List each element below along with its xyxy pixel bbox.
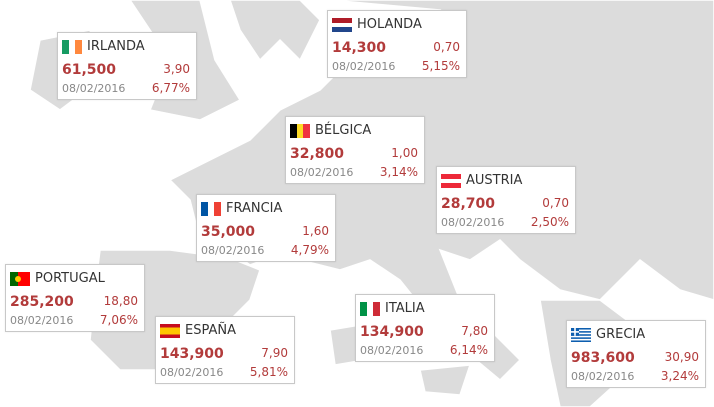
- change: 0,70: [542, 196, 569, 210]
- land: [229, 0, 321, 62]
- country-box: ESPAÑA 143,900 7,90 08/02/2016 5,81%: [155, 316, 295, 384]
- change: 7,80: [461, 324, 488, 338]
- value: 32,800: [290, 146, 345, 162]
- country-box: GRECIA 983,600 30,90 08/02/2016 3,24%: [566, 320, 706, 388]
- date: 08/02/2016: [201, 244, 265, 257]
- date: 08/02/2016: [160, 366, 224, 379]
- date: 08/02/2016: [332, 60, 396, 73]
- country-box: FRANCIA 35,000 1,60 08/02/2016 4,79%: [196, 194, 336, 262]
- percent: 2,50%: [530, 215, 569, 229]
- country-box: AUSTRIA 28,700 0,70 08/02/2016 2,50%: [436, 166, 576, 234]
- country-name: IRLANDA: [87, 39, 145, 54]
- change: 7,90: [261, 346, 288, 360]
- flag: [201, 202, 221, 216]
- country-box: ITALIA 134,900 7,80 08/02/2016 6,14%: [355, 294, 495, 362]
- percent: 4,79%: [290, 243, 329, 257]
- change: 3,90: [163, 62, 190, 76]
- percent: 3,14%: [379, 165, 418, 179]
- flag: [160, 324, 180, 338]
- date: 08/02/2016: [441, 216, 505, 229]
- change: 1,60: [302, 224, 329, 238]
- flag: [332, 18, 352, 32]
- country-box: IRLANDA 61,500 3,90 08/02/2016 6,77%: [57, 32, 197, 100]
- date: 08/02/2016: [360, 344, 424, 357]
- value: 143,900: [160, 346, 224, 362]
- country-name: PORTUGAL: [35, 271, 105, 286]
- value: 134,900: [360, 324, 424, 340]
- change: 30,90: [664, 350, 699, 364]
- value: 983,600: [571, 350, 635, 366]
- value: 285,200: [10, 294, 74, 310]
- flag: [290, 124, 310, 138]
- change: 1,00: [391, 146, 418, 160]
- change: 18,80: [103, 294, 138, 308]
- country-name: BÉLGICA: [315, 123, 372, 138]
- country-name: HOLANDA: [357, 17, 422, 32]
- value: 61,500: [62, 62, 117, 78]
- flag: [360, 302, 380, 316]
- flag: [441, 174, 461, 188]
- percent: 5,81%: [249, 365, 288, 379]
- percent: 6,14%: [449, 343, 488, 357]
- country-box: PORTUGAL 285,200 18,80 08/02/2016 7,06%: [5, 264, 145, 332]
- flag: [10, 272, 30, 286]
- percent: 5,15%: [421, 59, 460, 73]
- value: 28,700: [441, 196, 496, 212]
- country-name: ITALIA: [385, 301, 425, 316]
- country-name: FRANCIA: [226, 201, 283, 216]
- percent: 3,24%: [660, 369, 699, 383]
- flag: [62, 40, 82, 54]
- country-name: AUSTRIA: [466, 173, 523, 188]
- country-name: ESPAÑA: [185, 323, 236, 338]
- date: 08/02/2016: [10, 314, 74, 327]
- value: 35,000: [201, 224, 256, 240]
- land: [419, 364, 472, 396]
- value: 14,300: [332, 40, 387, 56]
- percent: 7,06%: [99, 313, 138, 327]
- date: 08/02/2016: [62, 82, 126, 95]
- change: 0,70: [433, 40, 460, 54]
- country-name: GRECIA: [596, 327, 646, 342]
- country-box: BÉLGICA 32,800 1,00 08/02/2016 3,14%: [285, 116, 425, 184]
- percent: 6,77%: [151, 81, 190, 95]
- country-box: HOLANDA 14,300 0,70 08/02/2016 5,15%: [327, 10, 467, 78]
- date: 08/02/2016: [571, 370, 635, 383]
- flag: [571, 328, 591, 342]
- date: 08/02/2016: [290, 166, 354, 179]
